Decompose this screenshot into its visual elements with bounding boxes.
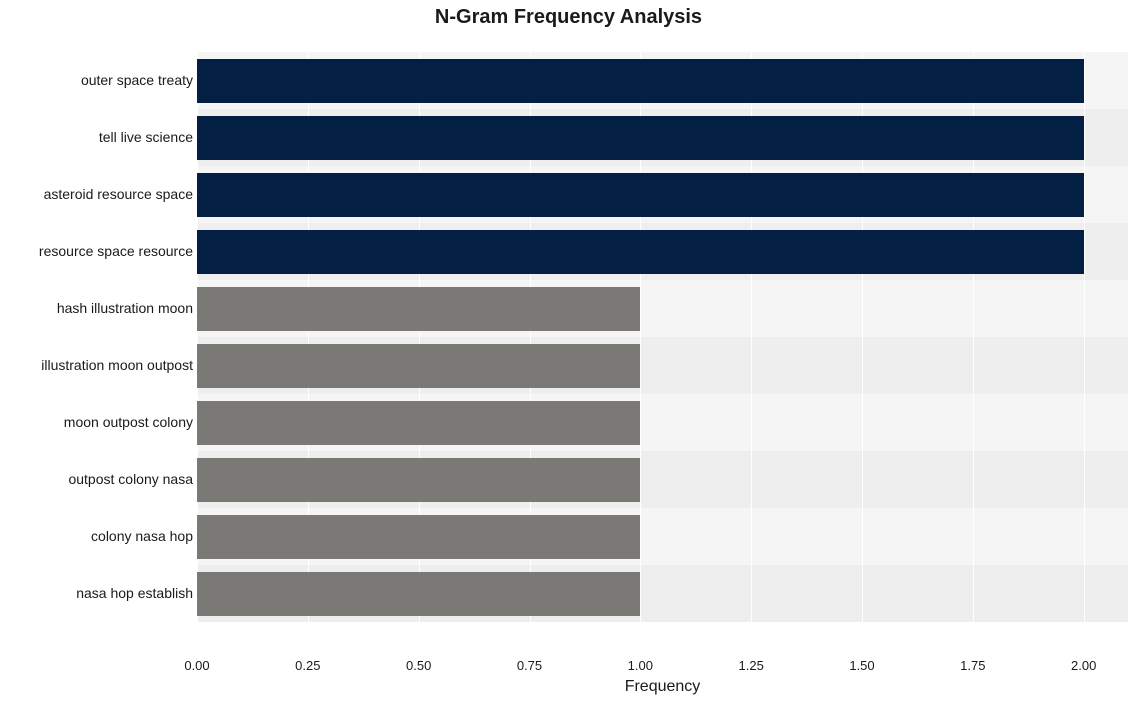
bar (197, 458, 640, 502)
y-tick-label: tell live science (99, 129, 193, 145)
x-tick-label: 1.25 (739, 658, 764, 673)
gridline (1084, 36, 1085, 638)
y-tick-label: asteroid resource space (44, 186, 193, 202)
y-tick-label: moon outpost colony (64, 414, 193, 430)
x-tick-label: 1.75 (960, 658, 985, 673)
x-tick-label: 0.25 (295, 658, 320, 673)
y-tick-label: colony nasa hop (91, 528, 193, 544)
bar (197, 116, 1084, 160)
plot-area (197, 36, 1128, 638)
y-tick-label: illustration moon outpost (41, 357, 193, 373)
x-axis-label: Frequency (197, 678, 1128, 696)
bar (197, 401, 640, 445)
y-tick-label: hash illustration moon (57, 300, 193, 316)
x-tick-label: 2.00 (1071, 658, 1096, 673)
y-tick-label: nasa hop establish (76, 585, 193, 601)
bar (197, 344, 640, 388)
x-tick-label: 0.75 (517, 658, 542, 673)
bar (197, 173, 1084, 217)
y-tick-label: outpost colony nasa (68, 471, 193, 487)
chart-title: N-Gram Frequency Analysis (0, 6, 1137, 29)
x-tick-label: 1.50 (849, 658, 874, 673)
bar (197, 230, 1084, 274)
y-tick-label: resource space resource (39, 243, 193, 259)
bar (197, 287, 640, 331)
bar (197, 59, 1084, 103)
bar (197, 572, 640, 616)
x-tick-label: 0.50 (406, 658, 431, 673)
x-tick-label: 0.00 (184, 658, 209, 673)
bar (197, 515, 640, 559)
x-tick-label: 1.00 (628, 658, 653, 673)
y-tick-label: outer space treaty (81, 72, 193, 88)
